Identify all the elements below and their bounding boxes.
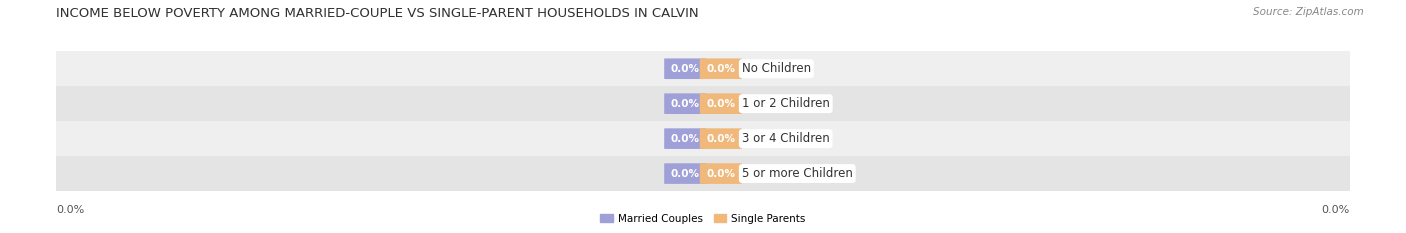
Text: 0.0%: 0.0% (706, 134, 735, 144)
Text: 0.0%: 0.0% (56, 205, 84, 215)
Text: 5 or more Children: 5 or more Children (742, 167, 852, 180)
Bar (56, 156, 1350, 191)
FancyBboxPatch shape (664, 163, 706, 184)
Text: 0.0%: 0.0% (671, 169, 700, 178)
Text: 3 or 4 Children: 3 or 4 Children (742, 132, 830, 145)
Text: 0.0%: 0.0% (706, 169, 735, 178)
Bar (56, 86, 1350, 121)
Text: 1 or 2 Children: 1 or 2 Children (742, 97, 830, 110)
Text: 0.0%: 0.0% (671, 134, 700, 144)
Text: Source: ZipAtlas.com: Source: ZipAtlas.com (1253, 7, 1364, 17)
Text: 0.0%: 0.0% (671, 64, 700, 74)
FancyBboxPatch shape (664, 58, 706, 79)
Text: 0.0%: 0.0% (706, 99, 735, 109)
FancyBboxPatch shape (664, 128, 706, 149)
FancyBboxPatch shape (664, 93, 706, 114)
FancyBboxPatch shape (700, 93, 742, 114)
FancyBboxPatch shape (700, 58, 742, 79)
Bar (56, 121, 1350, 156)
Text: INCOME BELOW POVERTY AMONG MARRIED-COUPLE VS SINGLE-PARENT HOUSEHOLDS IN CALVIN: INCOME BELOW POVERTY AMONG MARRIED-COUPL… (56, 7, 699, 20)
Text: 0.0%: 0.0% (671, 99, 700, 109)
Legend: Married Couples, Single Parents: Married Couples, Single Parents (596, 209, 810, 228)
Text: No Children: No Children (742, 62, 811, 75)
FancyBboxPatch shape (700, 163, 742, 184)
Bar (56, 51, 1350, 86)
FancyBboxPatch shape (700, 128, 742, 149)
Text: 0.0%: 0.0% (1322, 205, 1350, 215)
Text: 0.0%: 0.0% (706, 64, 735, 74)
